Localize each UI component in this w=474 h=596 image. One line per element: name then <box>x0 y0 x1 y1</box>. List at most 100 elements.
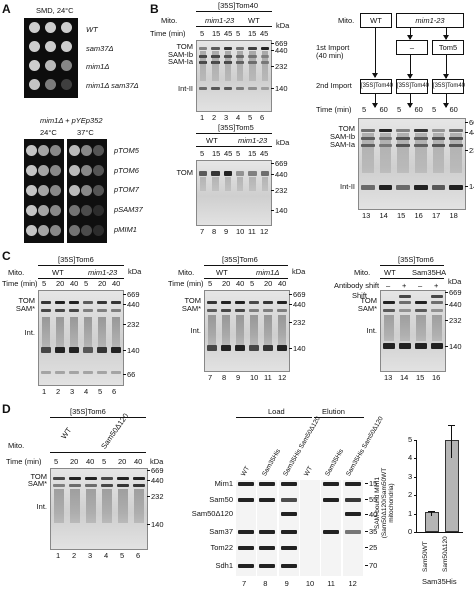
c2-time-2: 40 <box>236 279 245 288</box>
gel-band-3 <box>249 51 256 81</box>
gel-band-4 <box>378 185 393 190</box>
gel-band-3 <box>111 347 121 353</box>
blot-band-3 <box>259 530 276 534</box>
scheme-connector-6 <box>410 93 411 107</box>
c2-marker-3: 140 <box>293 344 306 353</box>
colony-spot <box>61 22 72 33</box>
d-lane-0: 1 <box>56 551 61 560</box>
gel-lane-2 <box>67 291 81 385</box>
blot-band-1 <box>238 498 254 502</box>
time-label-b1: Time (min) <box>150 29 186 38</box>
blot-row-3: Sam37 <box>209 527 233 536</box>
colony-spot <box>38 165 49 176</box>
g1-band-0: TOM <box>176 42 193 51</box>
gel-lane-1 <box>397 291 413 371</box>
gel-band-3 <box>379 133 392 173</box>
blot-band-2 <box>344 512 361 516</box>
gel-band-0 <box>260 47 269 50</box>
gel-band-1 <box>200 177 207 191</box>
g2-time-5: 45 <box>260 149 269 158</box>
g3-marker-2: 232 <box>469 146 474 155</box>
gel-band-4 <box>396 185 410 190</box>
gel-band-3 <box>235 345 245 351</box>
g1-lane-4: 5 <box>248 113 253 122</box>
c3-lane-3: 16 <box>432 373 441 382</box>
d-marker-tick-1 <box>147 480 150 481</box>
colony-spot <box>81 145 92 156</box>
shift-sign-1: + <box>402 281 407 290</box>
g1-time-5: 45 <box>260 29 269 38</box>
c1-marker-tick-3 <box>123 350 126 351</box>
g1-time-3: 5 <box>236 29 241 38</box>
d-time-4: 20 <box>118 457 127 466</box>
gel-lane-5 <box>275 291 289 371</box>
gel-band-1 <box>223 55 232 58</box>
colony-spot <box>93 205 104 216</box>
d-title: [35S]Tom6 <box>70 407 106 416</box>
colony-spot <box>50 145 61 156</box>
load-label: Load <box>268 407 285 416</box>
d-marker-tick-2 <box>147 496 150 497</box>
colony-spot <box>29 22 40 33</box>
blot-row-0: Mim1 <box>214 479 233 488</box>
g2-time-1: 15 <box>212 149 221 158</box>
c1-marker-tick-0 <box>123 294 126 295</box>
colony-spot <box>81 225 92 236</box>
c1-lane-5: 6 <box>112 387 117 396</box>
blot-band-1 <box>323 498 340 502</box>
elution-rule <box>314 417 364 418</box>
gel-band-4 <box>199 87 208 90</box>
first-import-label: 1st Import (40 min) <box>316 43 350 60</box>
c3-mito-1: Sam35HA <box>412 268 447 277</box>
chart-ytick-3: 3 <box>408 471 413 481</box>
tom6-gel-mim1-23 <box>38 290 124 386</box>
blot-row-1: Sam50 <box>209 495 233 504</box>
scheme-arrowhead-2 <box>443 35 449 40</box>
scheme-connector-1 <box>410 27 411 39</box>
gel-band-0 <box>199 47 208 50</box>
d-marker-2: 232 <box>151 492 164 501</box>
gel-band-0 <box>211 47 220 50</box>
gel-band-1 <box>249 177 256 191</box>
g2-marker-tick-1 <box>271 174 274 175</box>
g1-marker-3: 140 <box>275 84 288 93</box>
gel-band-1 <box>133 484 145 487</box>
c3-title: [35S]Tom6 <box>398 255 434 264</box>
gel-band-2 <box>222 315 230 345</box>
shift-sign-0: – <box>386 281 391 290</box>
gel-band-2 <box>431 309 443 312</box>
blot-lane-2 <box>278 480 299 576</box>
gel-lane-2 <box>233 291 247 371</box>
colony-spot <box>69 165 80 176</box>
gel-band-2 <box>396 144 410 147</box>
gel-band-0 <box>235 301 245 304</box>
blot-band-0 <box>280 482 297 486</box>
gel-band-1 <box>396 137 410 140</box>
gel-band-3 <box>397 133 409 173</box>
c3-band-0: TOM <box>360 296 377 305</box>
g3-marker-tick-2 <box>465 150 468 151</box>
c1-title: [35S]Tom6 <box>58 255 94 264</box>
strain-sam37: sam37Δ <box>86 44 114 53</box>
d-title-rule <box>50 417 146 418</box>
blot-marker-5: 70 <box>369 561 378 570</box>
gel-lane-0 <box>197 161 209 225</box>
tom40-gel <box>196 40 272 112</box>
gel-lane-2 <box>222 41 234 111</box>
c1-marker-3: 140 <box>127 346 140 355</box>
gel-band-2 <box>199 61 208 64</box>
gel-band-0 <box>207 301 217 304</box>
g3-time-5: 60 <box>449 105 458 114</box>
panel-d-label: D <box>2 402 11 416</box>
blot-band-5 <box>280 564 297 568</box>
gel-band-0 <box>383 301 395 304</box>
g1-marker-tick-3 <box>271 88 274 89</box>
chart-ytick-4: 4 <box>408 453 413 463</box>
chart-ylabel: SAM-bound Mim1 (Sam50Δ120/Sam50WT mitoch… <box>374 467 395 539</box>
gel-band-2 <box>56 317 64 347</box>
c3-lane-2: 15 <box>416 373 425 382</box>
gel-band-3 <box>450 133 462 173</box>
gel-band-2 <box>112 317 120 347</box>
blot-band-3 <box>344 530 361 534</box>
gel1-title-rule <box>196 11 272 12</box>
